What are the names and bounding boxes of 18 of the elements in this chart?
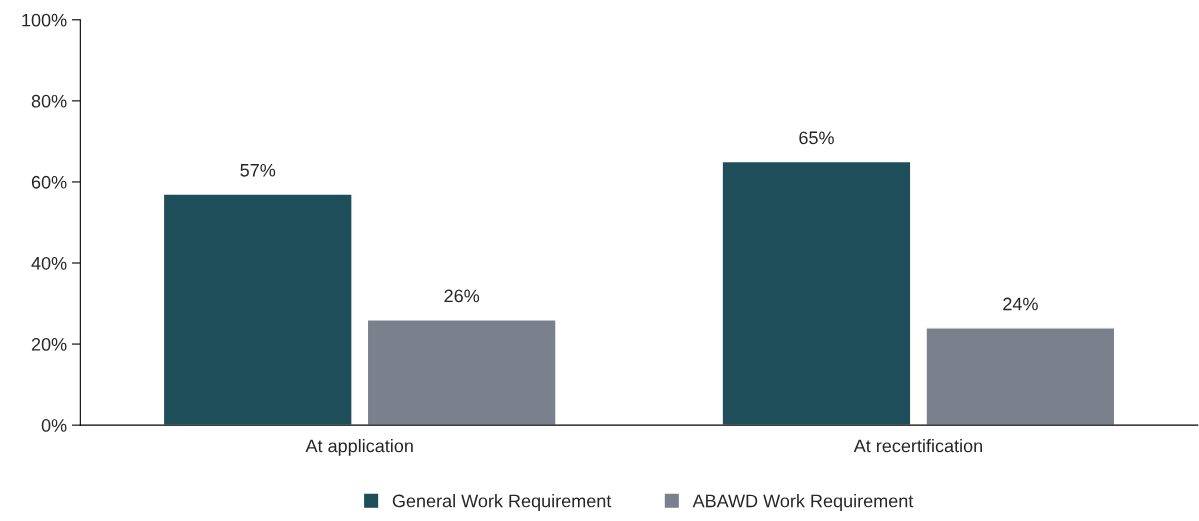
data-label: 57% [240,163,276,177]
y-tick-label: 80% [31,94,67,108]
y-tick-label: 100% [22,13,67,27]
y-tick-label: 0% [41,419,67,432]
bar [366,319,557,426]
data-label: 26% [444,289,480,303]
data-label: 24% [1003,297,1038,311]
y-tick-label: 60% [31,175,67,189]
y-tick-label: 20% [31,338,67,351]
y-tick-label: 40% [31,256,67,270]
data-label: 65% [799,131,834,145]
legend-label: General Work Requirement [392,494,612,511]
bar [925,327,1116,426]
x-tick-label: At application [305,439,413,456]
x-tick-label: At recertification [853,439,982,453]
bar [721,160,912,426]
bar [162,193,353,426]
legend-label: ABAWD Work Requirement [692,494,914,511]
